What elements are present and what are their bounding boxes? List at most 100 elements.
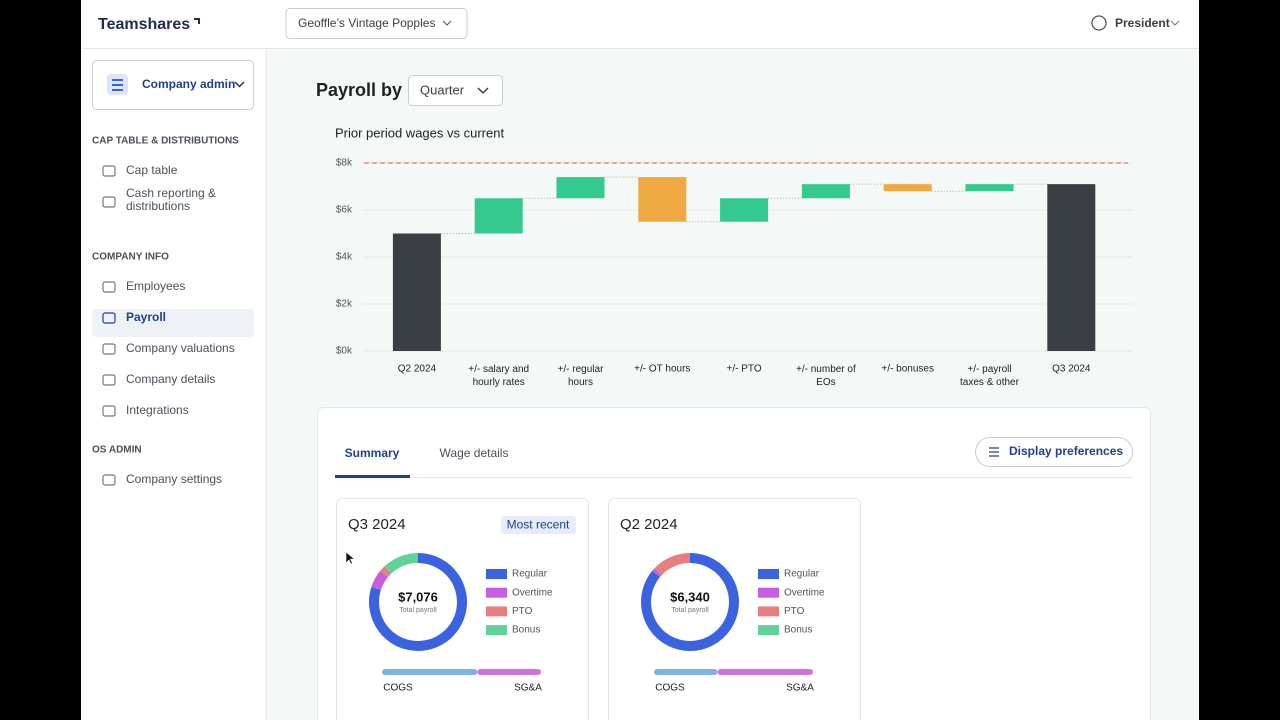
bar	[1047, 184, 1096, 351]
chevron	[1170, 20, 1180, 26]
bar	[474, 198, 523, 234]
section-title: COMPANY INFO	[92, 252, 169, 263]
nav-item[interactable]: Payroll	[126, 310, 166, 324]
split-label: SG&A	[514, 683, 542, 694]
donut-segment	[380, 566, 392, 578]
donut-segment	[654, 553, 691, 576]
split-bar	[717, 669, 813, 675]
nav-icon	[102, 405, 116, 417]
y-tick-label: $2k	[336, 299, 353, 310]
donut-segment	[369, 553, 467, 651]
donut-total: $6,340	[670, 589, 710, 604]
legend-label: Overtime	[512, 587, 553, 598]
chart-title: Prior period wages vs current	[335, 125, 504, 140]
split-bar	[477, 669, 541, 675]
nav-item[interactable]: Company valuations	[126, 341, 235, 355]
badge-label: Most recent	[507, 518, 570, 532]
legend-swatch	[486, 625, 507, 636]
split-label: SG&A	[786, 683, 814, 694]
nav: CAP TABLE & DISTRIBUTIONS Cap table Cash r…	[92, 136, 239, 487]
logo[interactable]: Teamshares	[98, 16, 190, 33]
nav-icon	[102, 374, 116, 386]
donut-total-label: Total payroll	[671, 607, 709, 614]
legend-swatch	[486, 569, 507, 579]
x-tick-label: +/- bonuses	[881, 364, 934, 375]
user-icon[interactable]	[1091, 15, 1107, 31]
nav-icon	[102, 312, 116, 324]
legend-swatch	[758, 606, 779, 617]
nav-icon	[102, 281, 116, 293]
x-tick-label: +/- OT hours	[634, 364, 690, 375]
bar	[883, 184, 932, 192]
cursor	[345, 551, 356, 565]
legend-label: Regular	[784, 569, 820, 580]
role-icon-lines	[112, 79, 123, 91]
nav-icon	[102, 474, 116, 486]
donut-segment	[384, 553, 419, 574]
waterfall-chart: $0k $2k $4k $6k $8k Q2 2024 +/- salary and hour…	[336, 158, 1133, 388]
y-tick-label: $6k	[336, 205, 353, 216]
sidebar	[81, 0, 266, 720]
split-bar	[654, 669, 718, 675]
x-tick-label: Q3 2024	[1052, 364, 1091, 375]
bar	[638, 177, 687, 222]
top-bar	[81, 0, 1199, 48]
donut-segment	[652, 568, 662, 578]
company-name: Geoffle’s Vintage Popples	[298, 16, 435, 30]
page-title: Payroll by	[316, 80, 402, 100]
nav-icon	[102, 165, 116, 177]
chevron	[477, 87, 489, 94]
split-bar	[382, 669, 478, 675]
x-tick-label: +/- number of EOs	[796, 364, 856, 388]
y-tick-label: $0k	[336, 346, 353, 357]
legend-label: Regular	[512, 569, 548, 580]
period: Quarter	[420, 82, 465, 97]
split-label: COGS	[383, 683, 413, 694]
x-tick-label: +/- payroll taxes & other	[960, 364, 1020, 388]
split-label: COGS	[655, 683, 685, 694]
display-preferences-label: Display preferences	[1009, 444, 1123, 458]
display-preferences-button[interactable]	[975, 437, 1133, 467]
legend-label: Bonus	[512, 625, 540, 636]
nav-item[interactable]: Integrations	[126, 403, 189, 417]
role-name: Company admin	[142, 77, 235, 91]
nav-icon	[102, 196, 116, 208]
cards: Q3 2024 Most recent Regular Overtime PTO Bonu…	[336, 498, 861, 720]
section-title: CAP TABLE & DISTRIBUTIONS	[92, 136, 239, 147]
legend-swatch	[758, 569, 779, 579]
nav-item[interactable]: Employees	[126, 279, 185, 293]
company-select[interactable]	[285, 8, 468, 39]
section-title: OS ADMIN	[92, 445, 142, 456]
x-tick-label: Q2 2024	[398, 364, 437, 375]
tab[interactable]: Wage details	[440, 446, 509, 460]
x-tick-label: +/- regular hours	[558, 364, 605, 388]
nav-icon	[102, 343, 116, 355]
nav-item[interactable]: Cap table	[126, 163, 178, 177]
donut-total-label: Total payroll	[399, 607, 437, 614]
bar	[801, 184, 850, 199]
legend-label: PTO	[784, 606, 805, 617]
legend-label: Bonus	[784, 625, 812, 636]
tab-active[interactable]: Summary	[345, 446, 400, 460]
chevron	[442, 20, 452, 26]
x-tick-label: +/- PTO	[727, 364, 762, 375]
period-select[interactable]	[408, 75, 503, 106]
y-tick-label: $4k	[336, 252, 353, 263]
tab-underline	[335, 475, 410, 478]
card-title: Q3 2024	[348, 516, 406, 533]
role-select[interactable]	[92, 60, 254, 110]
user-role[interactable]: President	[1115, 16, 1170, 30]
nav-item[interactable]: Company settings	[126, 472, 222, 486]
nav-item[interactable]: Company details	[126, 372, 215, 386]
y-tick-label: $8k	[336, 158, 353, 169]
preferences-icon	[989, 447, 999, 457]
legend-label: Overtime	[784, 587, 825, 598]
nav-item[interactable]: Cash reporting & distributions	[126, 186, 216, 213]
legend-swatch	[486, 587, 507, 598]
logo-mark	[194, 18, 200, 24]
donut-segment	[371, 570, 389, 591]
legend-swatch	[486, 606, 507, 617]
legend-label: PTO	[512, 606, 533, 617]
